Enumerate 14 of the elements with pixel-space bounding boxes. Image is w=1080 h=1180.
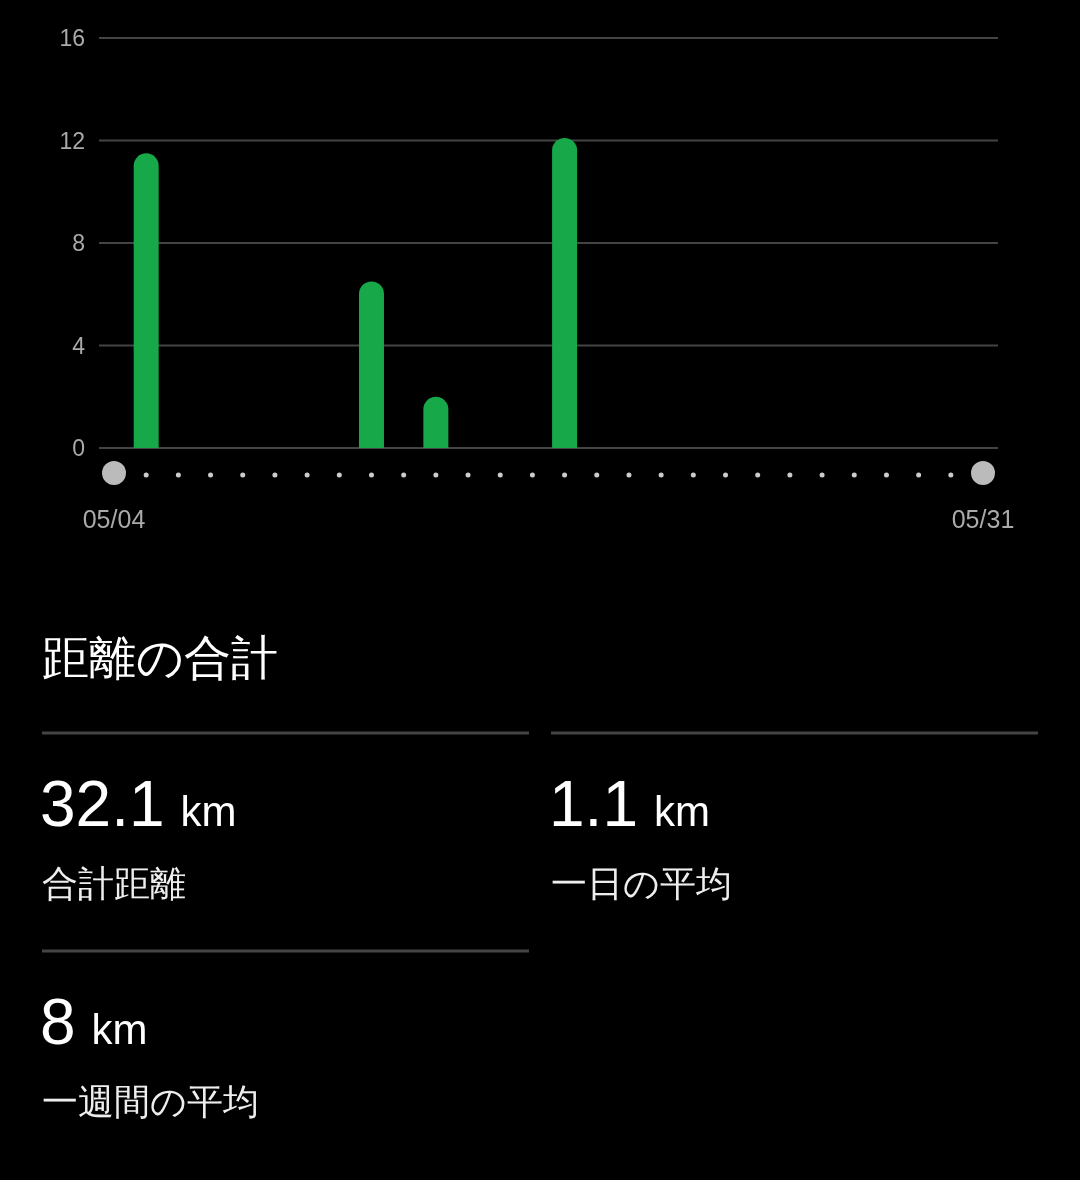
y-tick-label: 0	[72, 435, 85, 461]
x-tick-label: 05/31	[951, 505, 1015, 533]
y-tick-label: 8	[72, 230, 85, 256]
text: 合計距離	[42, 863, 186, 904]
y-tick-label: 12	[59, 127, 85, 154]
text: 1.1 km	[549, 768, 710, 840]
text: 一日の平均	[551, 863, 732, 904]
text: 32.1 km	[40, 768, 237, 840]
x-tick-label: 05/04	[82, 505, 146, 533]
text: 距離の合計	[42, 631, 278, 684]
text: 8 km	[40, 986, 148, 1058]
y-tick-label: 16	[59, 25, 85, 51]
y-tick-label: 4	[72, 332, 86, 359]
text: 一週間の平均	[42, 1081, 259, 1122]
